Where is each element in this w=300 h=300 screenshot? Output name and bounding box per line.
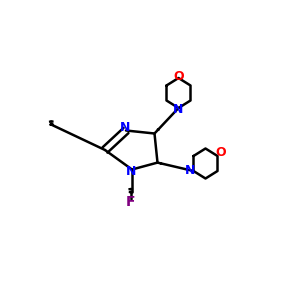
Text: N: N [173,103,184,116]
Text: O: O [216,146,226,160]
Text: N: N [126,165,136,178]
Text: N: N [185,164,196,178]
Text: F: F [126,195,135,209]
Text: O: O [173,70,184,83]
Text: •: • [155,125,161,135]
Text: N: N [120,121,130,134]
Text: •: • [158,159,164,169]
